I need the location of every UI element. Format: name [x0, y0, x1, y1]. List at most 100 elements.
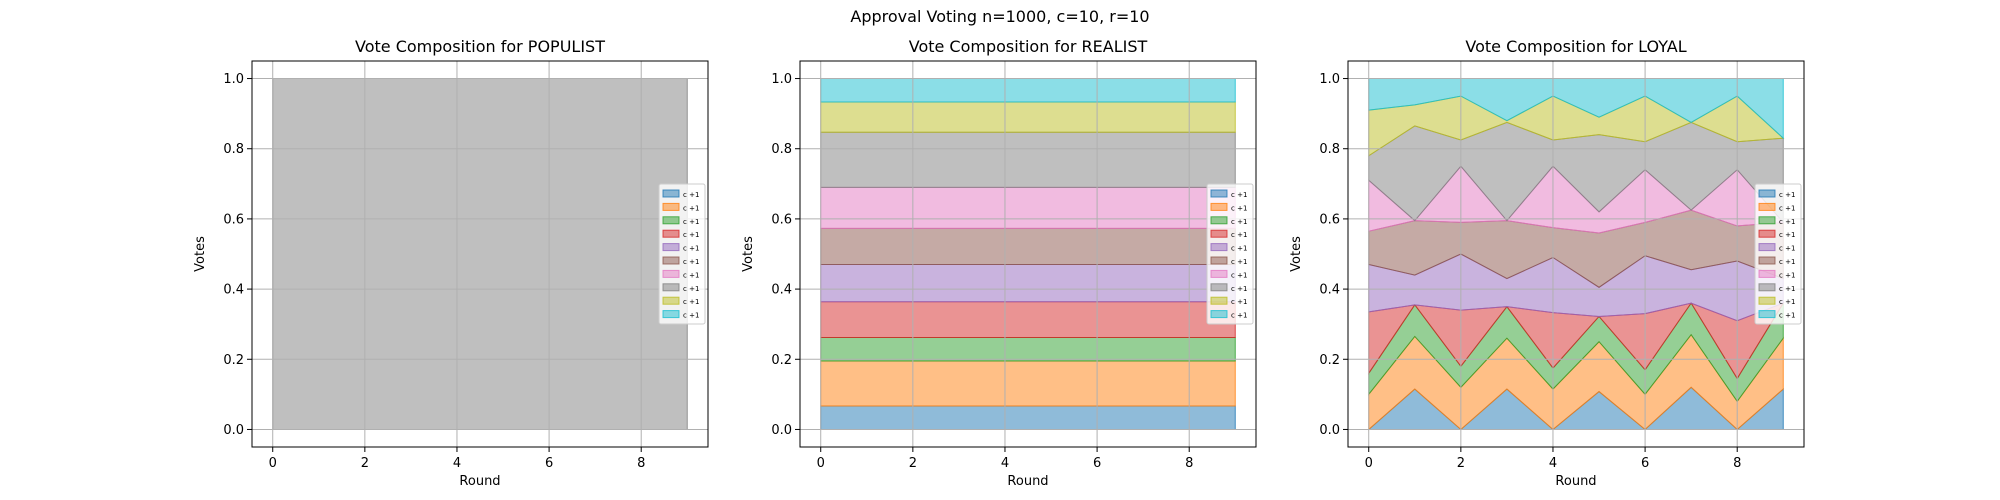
legend-label: c +1 [1231, 312, 1247, 320]
legend-swatch [1210, 229, 1228, 238]
legend-swatch [662, 256, 680, 265]
legend-label: c +1 [1779, 231, 1795, 239]
legend: c +1 c +1 c +1 c +1 c +1 c +1 c +1 c +1 c +1 c +1 [658, 183, 706, 325]
legend-label: c +1 [1779, 258, 1795, 266]
y-tick-label: 0.0 [771, 423, 792, 438]
area-series-3 [820, 337, 1236, 362]
chart-panel-2: 0 2 4 6 8 0.0 0.2 0.4 0.6 0.8 1.0 Vote Composition … [741, 37, 1257, 489]
legend-label: c +1 [1231, 298, 1247, 306]
legend-label: c +1 [1231, 285, 1247, 293]
chart-title: Vote Composition for REALIST [909, 37, 1148, 56]
area-series-10 [820, 78, 1236, 103]
legend-swatch [1758, 243, 1776, 252]
area-series-8 [820, 131, 1236, 188]
axes-frame [251, 60, 709, 448]
y-tick-label: 0.2 [771, 353, 792, 368]
x-tick-label: 2 [909, 456, 917, 471]
y-axis-label: Votes [1289, 236, 1304, 272]
legend-swatch [1758, 189, 1776, 198]
legend-label: c +1 [1779, 218, 1795, 226]
y-tick-label: 0.8 [771, 142, 792, 157]
y-tick-label: 0.0 [1319, 423, 1340, 438]
legend-swatch [1210, 243, 1228, 252]
legend-swatch [1758, 256, 1776, 265]
area-series-8 [272, 78, 688, 430]
chart-title: Vote Composition for POPULIST [355, 37, 605, 56]
legend-swatch [662, 283, 680, 292]
legend-swatch [662, 202, 680, 211]
legend-swatch [1210, 283, 1228, 292]
legend-label: c +1 [1779, 191, 1795, 199]
legend-swatch [662, 310, 680, 319]
y-tick-label: 0.4 [1319, 283, 1340, 298]
x-tick-label: 4 [1001, 456, 1009, 471]
legend-swatch [1210, 189, 1228, 198]
y-axis-label: Votes [193, 236, 208, 272]
legend-label: c +1 [683, 245, 699, 253]
legend-label: c +1 [1231, 204, 1247, 212]
y-tick-label: 1.0 [223, 72, 244, 87]
y-tick-label: 0.8 [1319, 142, 1340, 157]
legend-swatch [1758, 269, 1776, 278]
legend: c +1 c +1 c +1 c +1 c +1 c +1 c +1 c +1 c +1 c +1 [1206, 183, 1254, 325]
legend-label: c +1 [1779, 285, 1795, 293]
x-axis-label: Round [1007, 474, 1048, 489]
area-series-2 [820, 360, 1236, 407]
area-series-1 [820, 405, 1236, 430]
area-series-4 [820, 301, 1236, 339]
legend-swatch [1758, 310, 1776, 319]
x-tick-label: 4 [453, 456, 461, 471]
legend-label: c +1 [683, 285, 699, 293]
x-tick-label: 0 [817, 456, 825, 471]
x-tick-label: 0 [1365, 456, 1373, 471]
legend-swatch [1758, 296, 1776, 305]
area-series-5 [820, 264, 1236, 303]
legend-swatch [662, 229, 680, 238]
legend-swatch [662, 296, 680, 305]
legend-swatch [1210, 216, 1228, 225]
legend-swatch [662, 269, 680, 278]
legend-label: c +1 [1231, 231, 1247, 239]
axes-frame [1347, 60, 1805, 448]
y-tick-label: 0.8 [223, 142, 244, 157]
x-tick-label: 8 [1185, 456, 1193, 471]
legend-label: c +1 [1779, 312, 1795, 320]
legend: c +1 c +1 c +1 c +1 c +1 c +1 c +1 c +1 c +1 c +1 [1754, 183, 1802, 325]
y-tick-label: 0.0 [223, 423, 244, 438]
legend-swatch [1210, 269, 1228, 278]
legend-label: c +1 [1231, 271, 1247, 279]
chart-panel-3: 0 2 4 6 8 0.0 0.2 0.4 0.6 0.8 1.0 Vote Composition … [1289, 37, 1805, 489]
y-tick-label: 0.2 [1319, 353, 1340, 368]
area-series-9 [820, 101, 1236, 133]
area-series-7 [820, 186, 1236, 229]
y-tick-label: 0.6 [223, 212, 244, 227]
legend-label: c +1 [683, 231, 699, 239]
legend-label: c +1 [1779, 204, 1795, 212]
x-tick-label: 8 [1733, 456, 1741, 471]
legend-swatch [662, 189, 680, 198]
y-tick-label: 0.6 [771, 212, 792, 227]
y-tick-label: 0.4 [771, 283, 792, 298]
y-tick-label: 1.0 [771, 72, 792, 87]
legend-swatch [662, 216, 680, 225]
legend-swatch [662, 243, 680, 252]
y-tick-label: 0.2 [223, 353, 244, 368]
legend-swatch [1758, 229, 1776, 238]
legend-label: c +1 [683, 191, 699, 199]
x-axis-label: Round [459, 474, 500, 489]
legend-label: c +1 [1231, 191, 1247, 199]
x-tick-label: 0 [269, 456, 277, 471]
y-tick-label: 0.6 [1319, 212, 1340, 227]
x-tick-label: 8 [637, 456, 645, 471]
legend-swatch [1758, 202, 1776, 211]
axes-frame [799, 60, 1257, 448]
legend-swatch [1210, 310, 1228, 319]
legend-swatch [1210, 256, 1228, 265]
legend-label: c +1 [1779, 271, 1795, 279]
legend-label: c +1 [683, 312, 699, 320]
legend-label: c +1 [1231, 218, 1247, 226]
x-tick-label: 2 [361, 456, 369, 471]
legend-label: c +1 [683, 218, 699, 226]
legend-label: c +1 [1779, 298, 1795, 306]
